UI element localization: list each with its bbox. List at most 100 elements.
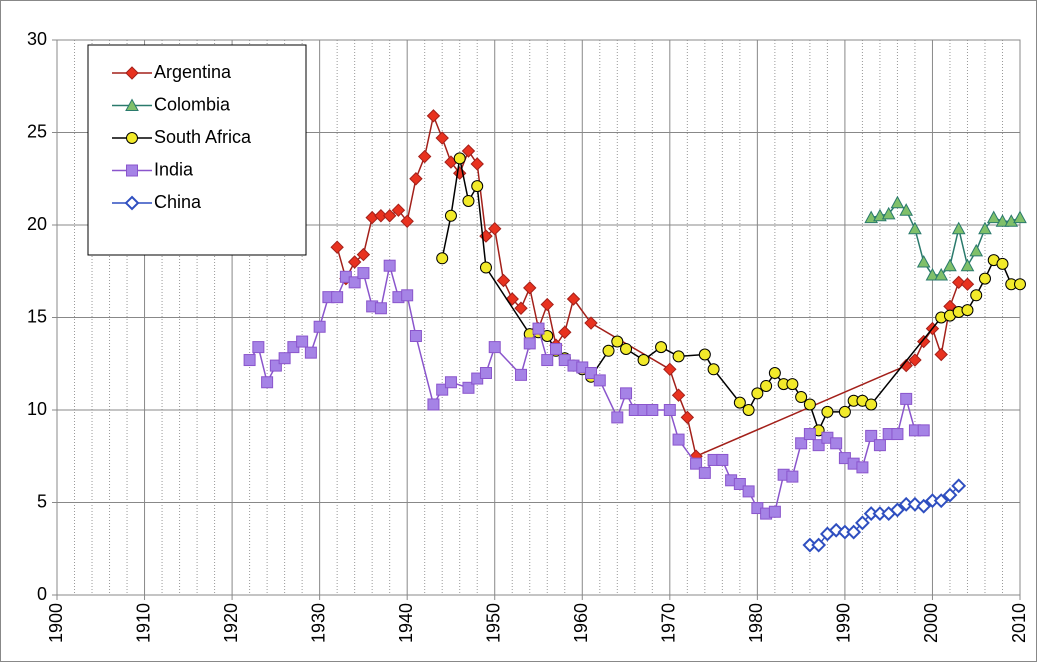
- point: [243, 354, 256, 367]
- point: [646, 404, 659, 416]
- point: [671, 388, 686, 402]
- point: [803, 428, 816, 441]
- point: [313, 320, 326, 333]
- point: [672, 433, 685, 446]
- point: [1014, 278, 1026, 291]
- point: [943, 258, 957, 272]
- x-tick-label: 1980: [746, 603, 766, 643]
- point: [690, 457, 703, 470]
- point: [786, 378, 799, 391]
- legend-marker: [125, 98, 139, 111]
- point: [409, 172, 423, 186]
- point: [960, 277, 975, 291]
- point: [585, 367, 598, 379]
- point: [934, 267, 949, 281]
- point: [427, 398, 440, 411]
- point: [951, 478, 967, 494]
- legend-marker: [126, 164, 138, 177]
- point: [331, 291, 344, 304]
- point: [611, 411, 624, 424]
- point: [252, 341, 265, 354]
- point: [698, 348, 711, 361]
- legend-marker: [126, 132, 138, 144]
- point: [566, 292, 581, 306]
- point: [550, 342, 563, 355]
- x-tick-label: 1920: [221, 603, 241, 643]
- point: [261, 376, 274, 389]
- legend-label: Argentina: [154, 62, 232, 82]
- y-tick-label: 30: [27, 29, 47, 49]
- point: [908, 353, 922, 367]
- plot-border: [56, 39, 1021, 596]
- point: [821, 405, 834, 418]
- point: [444, 376, 457, 389]
- point: [523, 337, 536, 350]
- point: [680, 410, 695, 425]
- legend-box: [87, 44, 307, 256]
- point: [541, 330, 554, 342]
- point: [383, 259, 396, 272]
- point: [374, 209, 388, 223]
- point: [969, 243, 984, 257]
- point: [916, 254, 931, 268]
- point: [996, 257, 1009, 270]
- point: [401, 289, 414, 302]
- point: [768, 505, 781, 518]
- point: [952, 275, 966, 290]
- point: [951, 221, 966, 235]
- point: [304, 346, 317, 359]
- point: [496, 273, 511, 288]
- point: [417, 149, 432, 164]
- point: [330, 240, 344, 254]
- point: [348, 276, 361, 289]
- point: [742, 485, 755, 498]
- point: [663, 404, 676, 416]
- point: [461, 144, 476, 158]
- point: [942, 487, 958, 503]
- point: [986, 210, 1001, 224]
- x-tick-label: 1910: [133, 603, 153, 643]
- point: [768, 367, 781, 379]
- point: [916, 498, 932, 514]
- point: [435, 131, 449, 145]
- legend-marker: [124, 195, 140, 211]
- point: [716, 453, 729, 466]
- point: [978, 272, 991, 285]
- point: [811, 537, 827, 553]
- point: [733, 396, 746, 409]
- point: [523, 281, 537, 295]
- point: [900, 392, 913, 405]
- point: [960, 258, 975, 272]
- point: [995, 214, 1010, 227]
- point: [400, 214, 414, 229]
- x-tick-label: 2010: [1009, 603, 1029, 643]
- point: [1013, 210, 1027, 224]
- legend-label: China: [154, 192, 202, 212]
- point: [532, 322, 545, 335]
- point: [812, 439, 825, 452]
- y-tick-label: 10: [27, 399, 47, 419]
- point: [865, 429, 878, 442]
- y-tick-label: 0: [37, 584, 47, 604]
- point: [593, 374, 606, 387]
- point: [856, 461, 869, 474]
- y-tick-label: 20: [27, 214, 47, 234]
- point: [655, 341, 668, 354]
- point: [925, 267, 940, 281]
- point: [479, 261, 492, 274]
- point: [698, 466, 711, 479]
- point: [637, 354, 650, 367]
- point: [374, 302, 387, 315]
- x-tick-label: 1950: [483, 603, 503, 643]
- point: [391, 203, 406, 217]
- point: [828, 522, 844, 538]
- point: [733, 478, 746, 490]
- point: [488, 341, 501, 354]
- point: [1004, 214, 1019, 227]
- point: [865, 398, 878, 411]
- point: [742, 404, 755, 416]
- point: [663, 362, 677, 377]
- y-tick-label: 5: [37, 491, 47, 511]
